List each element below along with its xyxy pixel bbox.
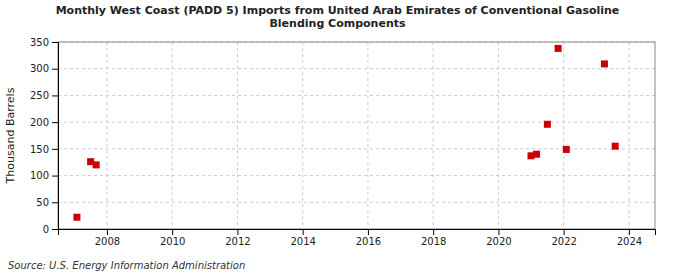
grid-line-x xyxy=(106,42,107,229)
grid-line-x xyxy=(498,42,499,229)
grid-line-y xyxy=(58,175,655,176)
x-tick: 2022 xyxy=(551,229,576,247)
x-tick-mark xyxy=(303,229,304,235)
point xyxy=(563,146,570,153)
x-tick-mark xyxy=(107,229,108,235)
y-tick-label: 150 xyxy=(30,144,49,155)
title: Monthly West Coast (PADD 5) Imports from… xyxy=(56,4,620,30)
point xyxy=(612,143,619,150)
x-tick-label: 2022 xyxy=(551,236,576,247)
y-tick: 300 xyxy=(30,63,58,74)
x-tick-label: 2014 xyxy=(290,236,315,247)
grid-line-y xyxy=(58,122,655,123)
point xyxy=(544,121,551,128)
x-tick-label: 2016 xyxy=(356,236,381,247)
x-tick: 2016 xyxy=(356,229,381,247)
grid-line-x xyxy=(563,42,564,229)
y-tick-mark xyxy=(52,42,58,43)
y-axis: 0 50 100 150 200 250 300 350 xyxy=(30,37,59,235)
point xyxy=(555,45,562,52)
grid-line-x xyxy=(433,42,434,229)
y-tick-mark xyxy=(52,202,58,203)
x-tick-label: 2018 xyxy=(421,236,446,247)
points xyxy=(73,45,618,221)
grid-line-x xyxy=(302,42,303,229)
x-tick-label: 2020 xyxy=(486,236,511,247)
y-tick-label: 100 xyxy=(30,170,49,181)
grid-line-x xyxy=(367,42,368,229)
y-axis-label: Thousand Barrels xyxy=(4,87,17,184)
x-tick: 2020 xyxy=(486,229,511,247)
x-tick: 2012 xyxy=(225,229,250,247)
source: Source: U.S. Energy Information Administ… xyxy=(8,260,245,271)
y-tick-mark xyxy=(52,149,58,150)
y-tick: 50 xyxy=(36,197,58,208)
grid xyxy=(58,42,655,229)
x-tick: 2018 xyxy=(421,229,446,247)
y-tick: 100 xyxy=(30,170,58,181)
y-tick-label: 200 xyxy=(30,117,49,128)
plot-frame xyxy=(58,42,655,229)
point xyxy=(93,161,100,168)
grid-line-y xyxy=(58,95,655,96)
point xyxy=(601,60,608,67)
grid-line-y xyxy=(58,68,655,69)
grid-line-x xyxy=(172,42,173,229)
y-axis-line xyxy=(52,43,59,230)
y-tick: 150 xyxy=(30,144,58,155)
x-tick-label: 2008 xyxy=(95,236,120,247)
y-tick-mark xyxy=(52,95,58,96)
x-tick-label: 2010 xyxy=(160,236,185,247)
x-tick: 2008 xyxy=(95,229,120,247)
x-tick: 2010 xyxy=(160,229,185,247)
point xyxy=(73,214,80,221)
x-tick-mark xyxy=(368,229,369,235)
y-tick-mark xyxy=(52,229,58,230)
y-tick: 250 xyxy=(30,90,58,101)
title-line: Monthly West Coast (PADD 5) Imports from… xyxy=(56,4,620,17)
y-tick-label: 300 xyxy=(30,63,49,74)
y-tick-label: 50 xyxy=(36,197,49,208)
grid-line-y xyxy=(58,202,655,203)
y-tick: 0 xyxy=(43,224,58,235)
x-tick-mark xyxy=(237,229,238,235)
x-tick-mark xyxy=(498,229,499,235)
x-axis-line xyxy=(59,230,656,236)
x-tick-mark xyxy=(172,229,173,235)
x-tick-mark xyxy=(629,229,630,235)
chart: Monthly West Coast (PADD 5) Imports from… xyxy=(0,0,675,275)
x-tick-mark xyxy=(564,229,565,235)
x-axis: 2008 2010 2012 2014 2016 2018 2020 2022 2024 xyxy=(59,229,656,247)
grid-line-x xyxy=(628,42,629,229)
x-tick-label: 2012 xyxy=(225,236,250,247)
point xyxy=(533,151,540,158)
y-tick-mark xyxy=(52,69,58,70)
y-tick-label: 350 xyxy=(30,37,49,48)
x-tick-label: 2024 xyxy=(617,236,642,247)
title-line: Blending Components xyxy=(269,17,406,30)
y-tick-label: 0 xyxy=(43,224,49,235)
grid-line-x xyxy=(237,42,238,229)
y-tick-mark xyxy=(52,176,58,177)
x-tick-mark xyxy=(433,229,434,235)
y-tick-mark xyxy=(52,122,58,123)
x-tick: 2024 xyxy=(617,229,642,247)
y-tick: 350 xyxy=(30,37,58,48)
y-tick: 200 xyxy=(30,117,58,128)
x-tick: 2014 xyxy=(290,229,315,247)
plot: 2008 2010 2012 2014 2016 2018 2020 2022 2024 0 50 1… xyxy=(30,37,656,247)
y-tick-label: 250 xyxy=(30,90,49,101)
